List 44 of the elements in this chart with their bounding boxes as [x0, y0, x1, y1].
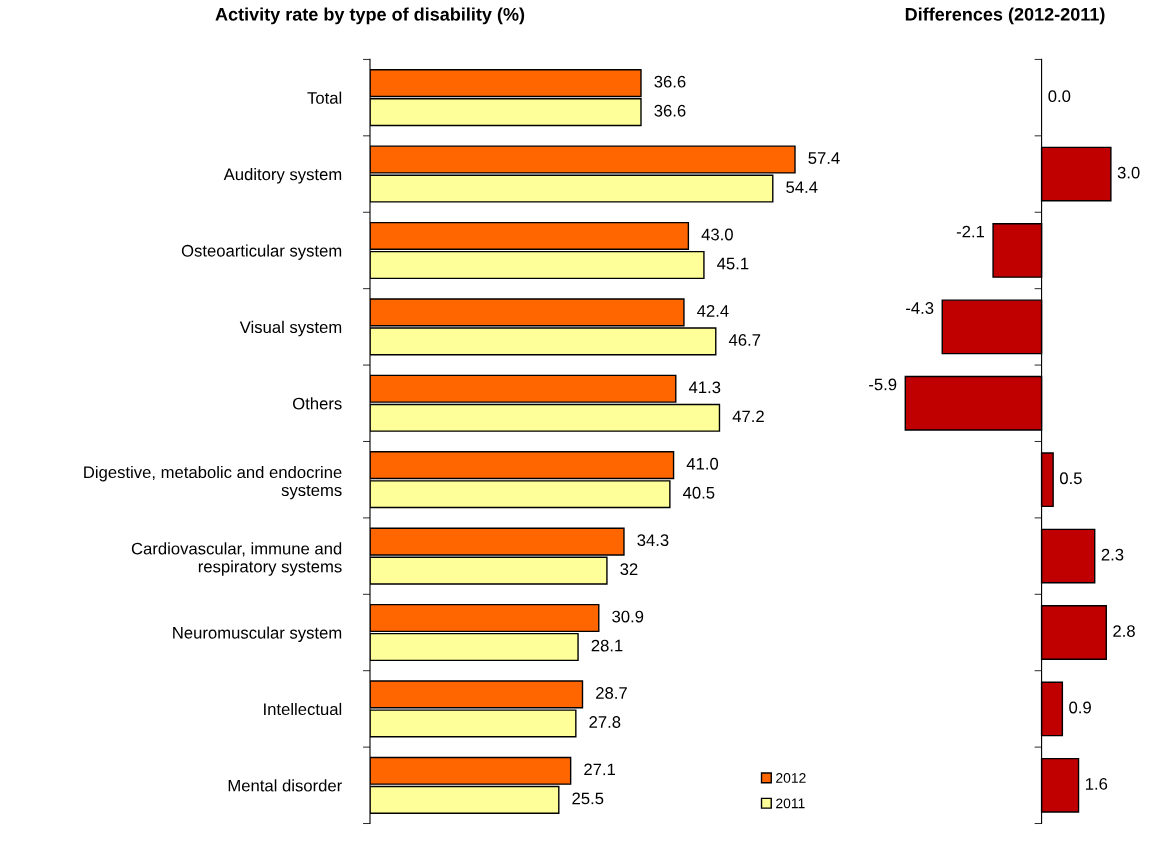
- data-label: 36.6: [654, 75, 686, 88]
- chart-title: Differences (2012-2011): [905, 7, 1105, 25]
- data-label: 40.5: [683, 486, 715, 499]
- data-label: 2.3: [1101, 548, 1124, 561]
- data-label: 41.0: [686, 457, 719, 470]
- y-tick-label: Visual system: [239, 320, 342, 337]
- data-label: 41.3: [688, 381, 721, 394]
- data-label: 30.9: [612, 610, 644, 623]
- y-tick-label: Intellectual: [264, 702, 342, 716]
- y-tick-label: Osteoarticular system: [181, 244, 342, 260]
- y-tick-label: Others: [293, 397, 342, 410]
- data-label: 3.0: [1117, 166, 1140, 179]
- y-tick-label: Neuromuscular system: [173, 626, 342, 642]
- legend-label: 2012: [776, 773, 806, 783]
- data-label: 54.4: [786, 181, 818, 194]
- y-tick-label: Digestive, metabolic and endocrine systems: [84, 465, 342, 500]
- data-label: 25.5: [572, 792, 604, 805]
- data-label: 1.6: [1085, 778, 1108, 790]
- data-label: 0.0: [1048, 90, 1071, 103]
- data-label: 42.4: [697, 305, 729, 317]
- data-label: 27.1: [584, 763, 616, 776]
- data-label: 47.2: [732, 410, 764, 423]
- data-label: 28.7: [596, 687, 627, 699]
- data-label: 57.4: [808, 152, 840, 164]
- data-label: 45.1: [717, 257, 749, 270]
- y-tick-label: Auditory system: [223, 168, 342, 184]
- y-tick-label: Cardiovascular, immune and respiratory systems: [131, 542, 342, 576]
- data-label: 28.1: [591, 639, 623, 652]
- y-tick-label: Total: [307, 91, 342, 104]
- y-tick-label: Mental disorder: [228, 779, 342, 792]
- data-label: 34.3: [637, 534, 669, 547]
- chart-title: Activity rate by type of disability (%): [215, 7, 525, 25]
- data-label: 43.0: [701, 228, 733, 241]
- data-label: 27.8: [589, 716, 621, 728]
- data-label: 46.7: [728, 334, 761, 346]
- data-label: 2.8: [1113, 625, 1135, 637]
- data-label: -4.3: [906, 302, 934, 314]
- data-label: 32: [620, 563, 638, 576]
- legend-label: 2011: [776, 798, 805, 809]
- data-label: -2.1: [956, 225, 985, 238]
- data-label: 36.6: [654, 104, 686, 117]
- data-label: 0.9: [1069, 701, 1091, 714]
- data-label: -5.9: [869, 378, 897, 391]
- data-label: 0.5: [1059, 472, 1082, 485]
